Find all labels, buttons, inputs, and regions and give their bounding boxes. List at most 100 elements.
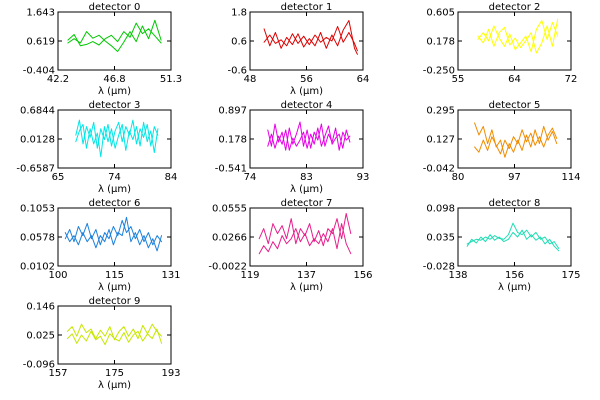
y-tick-label: 1.643: [26, 8, 55, 19]
y-tick-label: -0.028: [423, 262, 455, 273]
y-tick-label: 0.0266: [212, 233, 247, 244]
y-tick-label: 0.897: [218, 106, 247, 117]
x-tick-label: 115: [105, 270, 124, 281]
x-axis-label: λ (μm): [98, 380, 131, 391]
x-axis-label: λ (μm): [290, 86, 323, 97]
x-tick-label: 72: [565, 74, 578, 85]
x-tick-label: 156: [505, 270, 524, 281]
y-tick-label: 0.025: [26, 331, 55, 342]
series-line-1: [66, 328, 163, 346]
panel-title: detector 9: [89, 296, 141, 307]
y-tick-label: -0.6: [227, 66, 247, 77]
series-line-1: [263, 26, 358, 52]
y-tick-label: -0.6587: [16, 164, 55, 175]
series-line-1: [474, 127, 558, 155]
y-tick-label: 0.1053: [20, 204, 55, 215]
panel-title: detector 0: [89, 2, 141, 13]
x-tick-label: 65: [52, 172, 65, 183]
panel-title: detector 5: [489, 100, 541, 111]
panel-title: detector 6: [89, 198, 141, 209]
x-tick-label: 48: [244, 74, 257, 85]
x-tick-label: 64: [357, 74, 370, 85]
series-line-0: [466, 222, 560, 249]
x-tick-label: 80: [452, 172, 465, 183]
x-tick-label: 137: [297, 270, 316, 281]
x-tick-label: 119: [240, 270, 259, 281]
x-axis-label: λ (μm): [290, 184, 323, 195]
x-tick-label: 46.8: [103, 74, 125, 85]
panel-title: detector 7: [281, 198, 333, 209]
x-tick-label: 55: [452, 74, 465, 85]
x-tick-label: 74: [244, 172, 257, 183]
panel-title: detector 3: [89, 100, 141, 111]
x-axis-label: λ (μm): [98, 86, 131, 97]
series-line-0: [263, 20, 358, 55]
y-tick-label: -0.541: [215, 164, 247, 175]
y-tick-label: -0.0022: [208, 262, 247, 273]
x-tick-label: 51.3: [160, 74, 182, 85]
x-tick-label: 56: [300, 74, 313, 85]
series-line-0: [66, 323, 163, 341]
x-axis-label: λ (μm): [98, 184, 131, 195]
y-tick-label: 0.0555: [212, 204, 247, 215]
y-tick-label: 0.178: [426, 37, 455, 48]
x-tick-label: 100: [48, 270, 67, 281]
y-tick-label: 0.6: [231, 37, 247, 48]
series-line-0: [267, 121, 351, 151]
y-tick-label: 0.605: [426, 8, 455, 19]
x-tick-label: 93: [357, 172, 370, 183]
series-line-1: [477, 18, 559, 54]
y-tick-label: -0.250: [423, 66, 455, 77]
panel-frame: [457, 11, 572, 71]
panel-title: detector 2: [489, 2, 541, 13]
y-tick-label: 0.6844: [20, 106, 55, 117]
series-line-1: [258, 223, 352, 255]
y-tick-label: 0.0102: [20, 262, 55, 273]
series-line-0: [67, 19, 162, 52]
series-line-0: [474, 122, 558, 158]
panel-frame: [57, 109, 172, 169]
series-line-0: [258, 213, 352, 247]
x-tick-label: 84: [165, 172, 178, 183]
x-tick-label: 42.2: [47, 74, 69, 85]
x-tick-label: 138: [448, 270, 467, 281]
panel-title: detector 4: [281, 100, 333, 111]
series-line-1: [267, 125, 351, 151]
detector-panel-1: detector 1 1.8 0.6 -0.648 56 64 λ (μm): [227, 2, 369, 97]
panel-title: detector 1: [281, 2, 333, 13]
panel-frame: [57, 11, 172, 71]
x-axis-label: λ (μm): [498, 282, 531, 293]
y-tick-label: 1.8: [231, 8, 247, 19]
x-tick-label: 156: [353, 270, 372, 281]
series-line-1: [75, 121, 159, 158]
series-line-1: [64, 216, 162, 252]
x-tick-label: 175: [105, 368, 124, 379]
y-tick-label: 0.0128: [20, 135, 55, 146]
y-tick-label: 0.295: [426, 106, 455, 117]
x-axis-label: λ (μm): [290, 282, 323, 293]
panel-title: detector 8: [489, 198, 541, 209]
series-line-0: [75, 119, 159, 149]
y-tick-label: -0.096: [23, 360, 55, 371]
y-tick-label: 0.0578: [20, 233, 55, 244]
x-axis-label: λ (μm): [98, 282, 131, 293]
y-tick-label: 0.619: [26, 37, 55, 48]
y-tick-label: 0.146: [26, 302, 55, 313]
series-line-1: [466, 229, 560, 252]
series-line-1: [67, 22, 162, 47]
x-tick-label: 157: [48, 368, 67, 379]
series-line-0: [477, 20, 559, 53]
y-tick-label: -0.404: [23, 66, 55, 77]
x-tick-label: 114: [561, 172, 580, 183]
x-tick-label: 175: [561, 270, 580, 281]
